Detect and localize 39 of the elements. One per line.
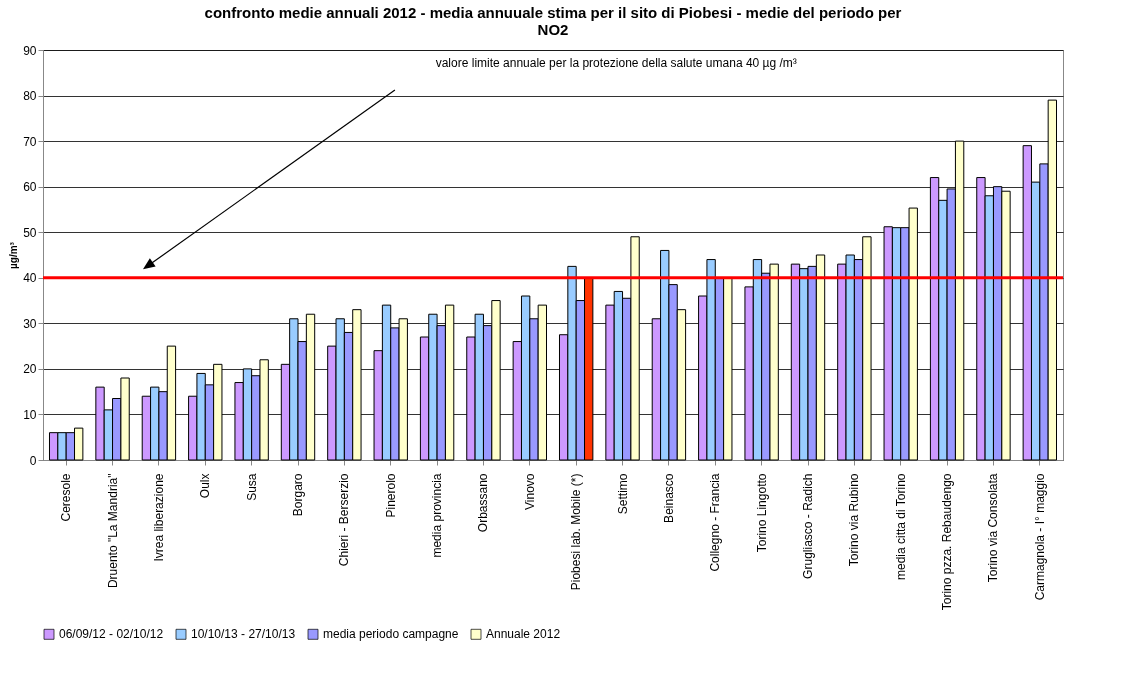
x-tick-label: Chieri - Berserzio [337,473,352,567]
y-tick-label: 60 [23,180,37,195]
y-tick-label: 30 [23,316,37,331]
x-tick-label: Ivrea liberazione [151,473,166,562]
y-tick-label: 0 [29,453,37,468]
y-tick-label: 70 [23,134,37,149]
chart-title: confronto medie annuali 2012 - media annuuale stima per il sito di Piobesi - medie del periodo per NO2 [204,4,902,38]
y-tick-label: 90 [23,43,37,58]
x-tick-label: Grugliasco - Radich [801,473,815,579]
x-tick-label: Beinasco [661,473,676,523]
x-tick-label: Collegno - Francia [708,473,723,572]
x-tick-label: media provincia [430,473,445,558]
y-tick-label: 20 [23,362,37,377]
y-tick-label: 10 [23,407,37,422]
x-tick-label: Susa [244,473,259,501]
legend-label: 06/09/12 - 02/10/12 [59,627,164,642]
x-tick-label: Settimo [615,473,630,515]
y-axis-title: µg/m³ [8,241,20,269]
x-tick-label: Druento "La Mandria" [105,473,120,589]
annotation: valore limite annuale per la protezione della salute umana 40 µg /m³ [435,56,797,70]
y-tick-label: 80 [23,89,37,104]
x-tick-label: Torino Lingotto [754,473,769,553]
legend-label: 10/10/13 - 27/10/13 [191,627,296,642]
y-tick-label: 40 [23,271,37,286]
x-tick-label: media citta di Torino [893,473,908,580]
x-tick-label: Torino pzza. Rebaudengo [940,473,955,611]
x-tick-label: Vinovo [522,473,537,510]
x-tick-label: Borgaro [291,473,305,517]
x-tick-label: Piobesi lab. Mobile (*) [569,473,584,591]
x-tick-label: Carmagnola - I° maggio [1032,473,1047,601]
legend-label: Annuale 2012 [486,627,561,642]
x-tick-label: Torino via Consolata [986,473,1001,583]
y-tick-label: 50 [23,225,37,240]
legend-label: media periodo campagne [323,627,459,642]
x-tick-label: Ceresole [59,473,74,522]
x-tick-label: Torino via Rubino [847,473,862,567]
x-tick-label: Orbassano [476,473,491,533]
x-tick-label: Oulx [198,473,213,499]
x-tick-label: Pinerolo [383,473,398,518]
